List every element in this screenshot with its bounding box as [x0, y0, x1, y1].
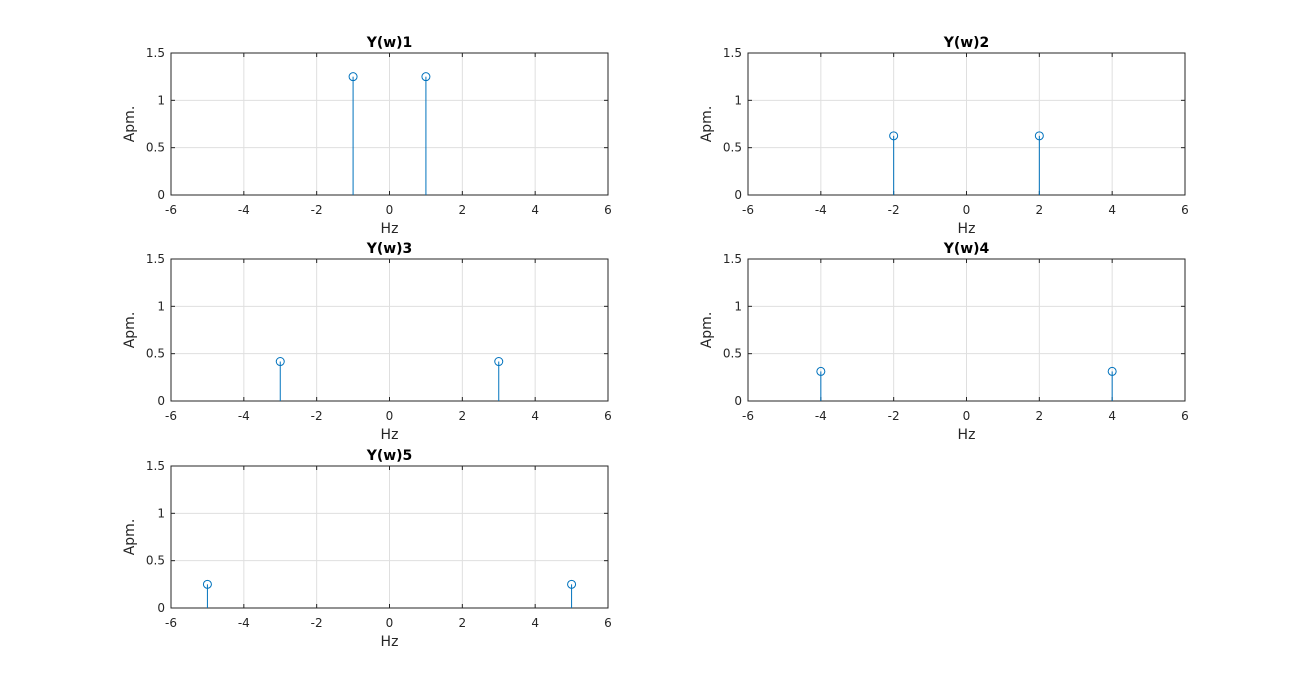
chart-title: Y(w)2: [943, 35, 990, 51]
y-tick-label: 0: [157, 188, 165, 202]
x-tick-label: -6: [742, 409, 754, 423]
stem-marker: [421, 72, 431, 82]
y-tick-label: 0: [734, 188, 742, 202]
x-tick-label: -6: [742, 203, 754, 217]
subplot-2: -6 -4 -2 0 2 4 6 0 0.5 1 1.5 Y(w)2 Hz Apm.: [699, 35, 1189, 237]
y-axis-label: Apm.: [122, 519, 138, 556]
x-tick-label: 4: [531, 203, 539, 217]
x-tick-label: 6: [604, 616, 612, 630]
chart-title: Y(w)1: [366, 35, 413, 51]
stem-marker: [494, 357, 504, 367]
x-tick-label: 4: [1108, 203, 1116, 217]
y-axis-label: Apm.: [699, 106, 715, 143]
stem-marker: [889, 131, 899, 141]
stem-marker: [816, 366, 826, 376]
y-tick-label: 1.5: [723, 252, 742, 266]
stem-marker: [275, 357, 285, 367]
subplot-1: -6 -4 -2 0 2 4 6 0 0.5 1 1.5 Y(w)1 Hz Apm.: [122, 35, 612, 237]
stem-marker: [567, 579, 577, 589]
x-tick-label: 2: [459, 203, 467, 217]
x-tick-label: -2: [311, 616, 323, 630]
x-tick-label: -2: [888, 409, 900, 423]
x-tick-label: 0: [963, 409, 971, 423]
x-axis-label: Hz: [381, 634, 399, 650]
x-tick-label: 0: [386, 409, 394, 423]
y-tick-label: 1: [157, 93, 165, 107]
y-tick-label: 1: [734, 299, 742, 313]
y-axis-label: Apm.: [122, 312, 138, 349]
x-tick-label: 2: [1036, 409, 1044, 423]
x-axis-label: Hz: [381, 221, 399, 237]
x-tick-label: 2: [459, 409, 467, 423]
x-tick-label: 4: [1108, 409, 1116, 423]
x-tick-label: 4: [531, 616, 539, 630]
x-tick-label: -4: [815, 203, 827, 217]
y-tick-label: 0: [157, 601, 165, 615]
y-tick-label: 1.5: [146, 46, 165, 60]
x-tick-label: 0: [386, 616, 394, 630]
stem-marker: [202, 579, 212, 589]
x-tick-label: 2: [459, 616, 467, 630]
chart-title: Y(w)5: [366, 448, 413, 464]
y-tick-label: 1: [157, 299, 165, 313]
y-tick-label: 1.5: [146, 252, 165, 266]
x-tick-label: -6: [165, 616, 177, 630]
y-tick-label: 1: [734, 93, 742, 107]
x-tick-label: -4: [238, 616, 250, 630]
x-axis-label: Hz: [958, 221, 976, 237]
x-tick-label: -6: [165, 203, 177, 217]
stem-marker: [348, 72, 358, 82]
stem-marker: [1034, 131, 1044, 141]
y-tick-label: 1.5: [723, 46, 742, 60]
subplot-5: -6 -4 -2 0 2 4 6 0 0.5 1 1.5 Y(w)5 Hz Apm.: [122, 448, 612, 650]
stem-marker: [1107, 366, 1117, 376]
y-tick-label: 0.5: [146, 141, 165, 155]
x-tick-label: -4: [815, 409, 827, 423]
y-tick-label: 0.5: [723, 141, 742, 155]
x-tick-label: -2: [311, 409, 323, 423]
x-tick-label: 4: [531, 409, 539, 423]
subplot-4: -6 -4 -2 0 2 4 6 0 0.5 1 1.5 Y(w)4 Hz Apm.: [699, 241, 1189, 443]
y-axis-label: Apm.: [122, 106, 138, 143]
subplot-3: -6 -4 -2 0 2 4 6 0 0.5 1 1.5 Y(w)3 Hz Apm.: [122, 241, 612, 443]
x-tick-label: -6: [165, 409, 177, 423]
chart-title: Y(w)3: [366, 241, 413, 257]
y-axis-label: Apm.: [699, 312, 715, 349]
y-tick-label: 0.5: [146, 347, 165, 361]
x-tick-label: 0: [963, 203, 971, 217]
x-tick-label: -4: [238, 409, 250, 423]
y-tick-label: 0.5: [146, 554, 165, 568]
x-tick-label: -4: [238, 203, 250, 217]
x-tick-label: 0: [386, 203, 394, 217]
chart-title: Y(w)4: [943, 241, 990, 257]
y-tick-label: 1: [157, 506, 165, 520]
x-axis-label: Hz: [958, 427, 976, 443]
x-tick-label: 6: [604, 203, 612, 217]
x-tick-label: 6: [604, 409, 612, 423]
y-tick-label: 1.5: [146, 459, 165, 473]
y-tick-label: 0: [157, 394, 165, 408]
x-tick-label: 6: [1181, 409, 1189, 423]
y-tick-label: 0: [734, 394, 742, 408]
x-tick-label: 2: [1036, 203, 1044, 217]
x-tick-label: -2: [311, 203, 323, 217]
x-tick-label: 6: [1181, 203, 1189, 217]
x-tick-label: -2: [888, 203, 900, 217]
x-axis-label: Hz: [381, 427, 399, 443]
y-tick-label: 0.5: [723, 347, 742, 361]
